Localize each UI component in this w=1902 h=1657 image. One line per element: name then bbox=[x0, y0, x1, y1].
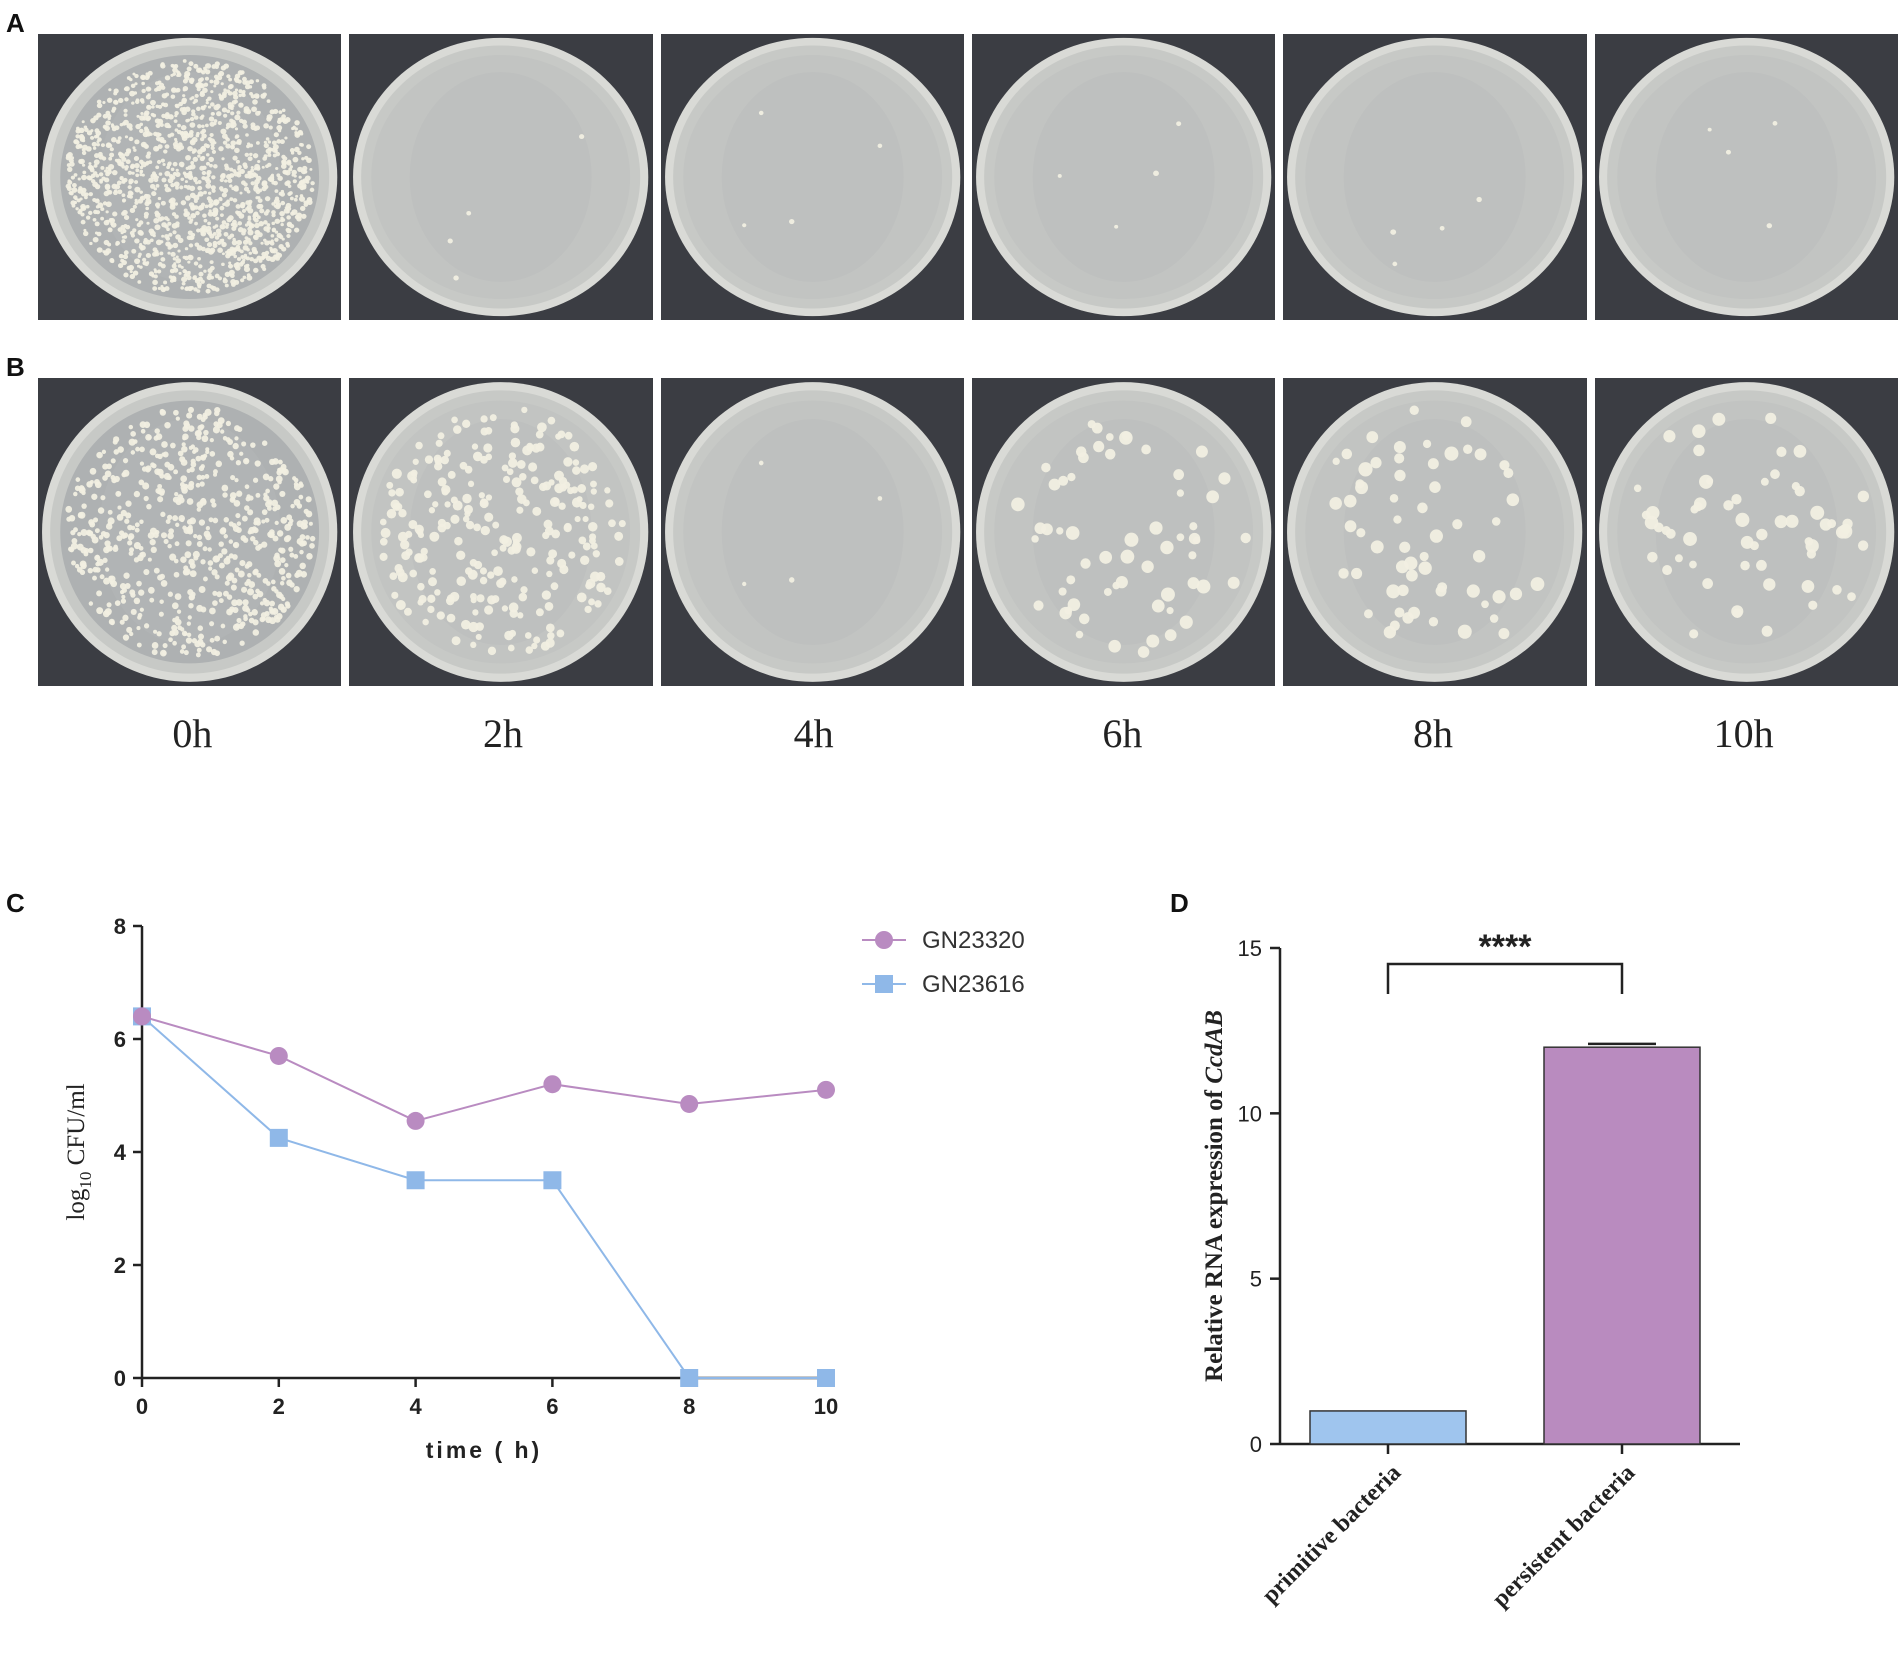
bar-primitive-bacteria bbox=[1309, 1410, 1467, 1445]
panel-label-a: A bbox=[6, 8, 25, 38]
y-tick-label: 0 bbox=[114, 1366, 126, 1391]
significance-bracket bbox=[1386, 962, 1624, 994]
y-axis-title: Relative RNA expression of CcdAB bbox=[1201, 1010, 1228, 1382]
time-label: 0h bbox=[172, 711, 213, 756]
y-tick-label: 15 bbox=[1238, 936, 1262, 961]
petri-dish-photo bbox=[660, 34, 964, 320]
legend-marker bbox=[875, 931, 893, 949]
panel-label-b: B bbox=[6, 352, 25, 382]
plate-row-a bbox=[38, 34, 1898, 320]
plate-row-b bbox=[38, 378, 1898, 686]
y-tick-label: 2 bbox=[114, 1253, 126, 1278]
data-point-gn23320 bbox=[543, 1075, 562, 1094]
petri-dish-photo bbox=[38, 378, 342, 686]
time-label: 4h bbox=[793, 711, 834, 756]
y-tick-label: 4 bbox=[114, 1140, 127, 1165]
time-label: 8h bbox=[1413, 711, 1453, 756]
significance-label: **** bbox=[1479, 928, 1533, 966]
x-tick-label: persistent bacteria bbox=[1488, 1460, 1641, 1613]
line-chart-cfu: 0 2 4 6 8 0 2 4 6 8 10 time ( h) log10 CFU/ml GN23320… bbox=[63, 914, 1025, 1463]
y-axis-title: log10 CFU/ml bbox=[63, 1083, 95, 1220]
petri-dish-photo bbox=[1594, 34, 1898, 320]
y-tick-label: 5 bbox=[1250, 1267, 1262, 1292]
x-tick-label: 2 bbox=[273, 1394, 285, 1419]
x-tick-label: primitive bacteria bbox=[1257, 1460, 1406, 1609]
time-labels: 0h 2h 4h 6h 8h 10h bbox=[38, 710, 1898, 760]
data-point-gn23320 bbox=[817, 1080, 835, 1099]
x-tick-label: 6 bbox=[546, 1394, 558, 1419]
petri-dish-photo bbox=[971, 378, 1276, 686]
x-tick-label: 4 bbox=[409, 1394, 422, 1419]
series-line-gn23320 bbox=[141, 1015, 827, 1122]
x-tick-label: 10 bbox=[814, 1394, 838, 1419]
x-tick-label: 0 bbox=[136, 1394, 148, 1419]
petri-dish-photo bbox=[660, 378, 964, 686]
petri-dish-photo bbox=[38, 34, 342, 320]
data-point-gn23616 bbox=[269, 1128, 288, 1147]
data-point-gn23616 bbox=[406, 1171, 425, 1190]
petri-dish-photo bbox=[349, 378, 653, 686]
data-point-gn23320 bbox=[406, 1111, 425, 1130]
data-point-gn23320 bbox=[133, 1007, 151, 1026]
y-tick-label: 0 bbox=[1250, 1432, 1262, 1457]
bar-chart-ccdab: 0 5 10 15 Relative RNA expression of CcdAB pr… bbox=[1201, 928, 1740, 1613]
panel-label-c: C bbox=[6, 888, 25, 918]
legend-label: GN23320 bbox=[922, 927, 1025, 954]
data-point-gn23616 bbox=[817, 1369, 835, 1387]
y-tick-label: 6 bbox=[114, 1027, 126, 1052]
bar-persistent-bacteria bbox=[1543, 1046, 1701, 1445]
data-point-gn23320 bbox=[680, 1094, 699, 1113]
panel-label-d: D bbox=[1170, 888, 1189, 918]
petri-dish-photo bbox=[971, 34, 1276, 320]
petri-dish-photo bbox=[1594, 378, 1898, 686]
x-tick-label: 8 bbox=[683, 1394, 695, 1419]
petri-dish-photo bbox=[1283, 378, 1587, 686]
y-tick-label: 8 bbox=[114, 914, 126, 939]
time-label: 10h bbox=[1713, 711, 1774, 756]
data-point-gn23616 bbox=[543, 1171, 562, 1190]
petri-dish-photo bbox=[349, 34, 653, 320]
data-point-gn23320 bbox=[269, 1046, 288, 1065]
time-label: 2h bbox=[483, 711, 523, 756]
time-label: 6h bbox=[1102, 711, 1143, 756]
legend-label: GN23616 bbox=[922, 971, 1025, 998]
y-tick-label: 10 bbox=[1238, 1101, 1262, 1126]
data-point-gn23616 bbox=[680, 1369, 699, 1387]
legend-marker bbox=[875, 975, 893, 993]
series-line-gn23616 bbox=[141, 1015, 826, 1379]
x-axis-title: time ( h) bbox=[426, 1437, 542, 1463]
petri-dish-photo bbox=[1283, 34, 1587, 320]
